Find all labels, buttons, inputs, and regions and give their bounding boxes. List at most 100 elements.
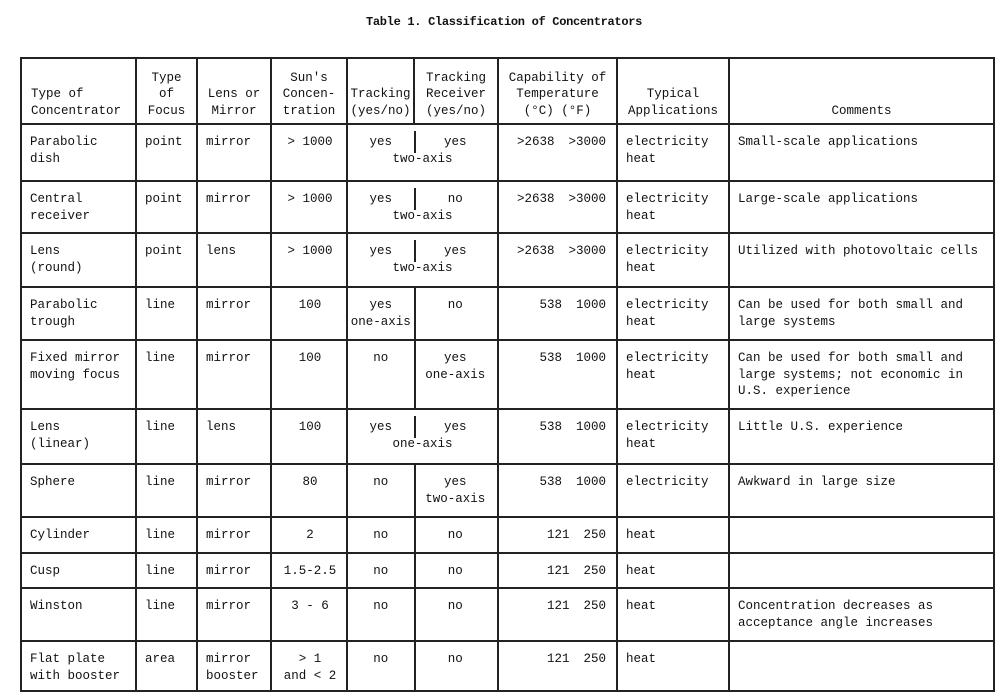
- sun-text: > 1000: [287, 135, 333, 149]
- type-text: Sphere: [30, 475, 76, 489]
- temperature-values: 121 250: [499, 642, 616, 668]
- receiver-text: no: [447, 192, 463, 206]
- cell-focus: line: [135, 463, 198, 518]
- cell-focus: line: [135, 286, 198, 341]
- sun-text: 100: [298, 298, 322, 312]
- tracking-divider: [413, 465, 416, 516]
- focus-text: line: [145, 528, 176, 542]
- focus-text: line: [145, 564, 176, 578]
- cell-type: Lens (round): [20, 232, 137, 288]
- temp-f: >3000: [568, 135, 606, 149]
- type-text: Cusp: [30, 564, 61, 578]
- apps-text: heat: [626, 652, 657, 666]
- temp-f: 1000: [575, 420, 606, 434]
- focus-text: line: [145, 298, 176, 312]
- sun-text: 3 - 6: [291, 599, 329, 613]
- tracking-value: yes one-axis: [348, 297, 414, 330]
- tracking-value: no: [348, 527, 414, 544]
- header-applications: Typical Applications: [616, 57, 730, 125]
- cell-focus: line: [135, 587, 198, 642]
- sun-text: 2: [306, 528, 314, 542]
- cell-type: Fixed mirror moving focus: [20, 339, 137, 410]
- type-text: Flat plate with booster: [30, 652, 121, 683]
- lens-text: mirror: [206, 528, 252, 542]
- tracking-group: no yes two-axis: [348, 465, 497, 516]
- cell-type: Cusp: [20, 552, 137, 589]
- type-text: Lens (round): [30, 244, 83, 275]
- cell-apps: electricity heat: [616, 408, 730, 465]
- header-comments: Comments: [728, 57, 995, 125]
- tracking-value: yes: [348, 134, 414, 151]
- cell-comments: Awkward in large size: [728, 463, 995, 518]
- apps-text: electricity heat: [626, 351, 709, 382]
- cell-comments: Can be used for both small and large sys…: [728, 286, 995, 341]
- cell-sun: 3 - 6: [270, 587, 348, 642]
- type-text: Parabolic trough: [30, 298, 98, 329]
- cell-type: Central receiver: [20, 180, 137, 234]
- tracking-divider: [413, 341, 416, 408]
- tracking-group: yes yes two-axis: [348, 125, 497, 180]
- cell-lens: lens: [196, 232, 272, 288]
- receiver-sub-text: one-axis: [425, 367, 486, 382]
- tracking-text: no: [373, 599, 389, 613]
- apps-text: electricity heat: [626, 420, 709, 451]
- lens-text: mirror: [206, 135, 252, 149]
- tracking-group: yes yes two-axis: [348, 234, 497, 286]
- table-row: Parabolic dish point mirror > 1000 yes yes two…: [20, 123, 995, 182]
- sun-text: > 1000: [287, 244, 333, 258]
- cell-sun: 80: [270, 463, 348, 518]
- temp-c: 538: [539, 298, 562, 312]
- receiver-value: yes one-axis: [414, 350, 497, 383]
- focus-text: line: [145, 475, 176, 489]
- type-text: Winston: [30, 599, 83, 613]
- header-sun: Sun's Concen- tration: [270, 57, 348, 125]
- cell-apps: heat: [616, 516, 730, 554]
- receiver-value: no: [414, 527, 497, 544]
- tracking-divider: [413, 188, 416, 210]
- temp-c: 121: [546, 528, 570, 542]
- comments-text: Awkward in large size: [738, 475, 896, 489]
- lens-text: mirror: [206, 298, 252, 312]
- cell-lens: mirror: [196, 339, 272, 410]
- cell-lens: mirror: [196, 180, 272, 234]
- apps-text: electricity heat: [626, 244, 709, 275]
- tracking-value: no: [348, 563, 414, 580]
- lens-text: mirror: [206, 599, 252, 613]
- focus-text: line: [145, 351, 176, 365]
- receiver-text: yes: [444, 475, 467, 489]
- lens-text: mirror: [206, 351, 252, 365]
- table-row: Lens (linear) line lens 100 yes yes one-axis 53…: [20, 408, 995, 465]
- temp-c: 538: [539, 420, 562, 434]
- tracking-text: yes: [369, 298, 393, 312]
- tracking-cell: yes no two-axis: [346, 180, 499, 234]
- header-tracking: Tracking (yes/no): [346, 57, 415, 125]
- lens-text: mirror: [206, 475, 252, 489]
- cell-comments: Large-scale applications: [728, 180, 995, 234]
- cell-comments: Concentration decreases as acceptance an…: [728, 587, 995, 642]
- receiver-text: yes: [444, 351, 467, 365]
- header-temperature: Capability of Temperature (°C) (°F): [497, 57, 618, 125]
- tracking-text: yes: [369, 192, 393, 206]
- tracking-divider: [413, 288, 416, 339]
- comments-text: [730, 554, 993, 563]
- tracking-value: no: [348, 598, 414, 615]
- tracking-sub-text: one-axis: [350, 314, 411, 329]
- cell-sun: > 1000: [270, 180, 348, 234]
- receiver-text: yes: [444, 244, 467, 258]
- tracking-divider: [413, 240, 416, 262]
- receiver-text: no: [447, 528, 463, 542]
- tracking-value: no: [348, 651, 414, 668]
- comments-text: Can be used for both small and large sys…: [738, 298, 964, 329]
- apps-text: heat: [626, 528, 657, 542]
- apps-text: heat: [626, 564, 657, 578]
- comments-text: [730, 518, 993, 527]
- tracking-value: yes: [348, 419, 414, 436]
- temperature-values: >2638 >3000: [499, 234, 616, 260]
- tracking-cell: no yes two-axis: [346, 463, 499, 518]
- focus-text: point: [145, 135, 183, 149]
- cell-type: Flat plate with booster: [20, 640, 137, 692]
- tracking-text: yes: [369, 244, 393, 258]
- sun-text: 80: [302, 475, 318, 489]
- tracking-cell: no yes one-axis: [346, 339, 499, 410]
- type-text: Central receiver: [30, 192, 91, 223]
